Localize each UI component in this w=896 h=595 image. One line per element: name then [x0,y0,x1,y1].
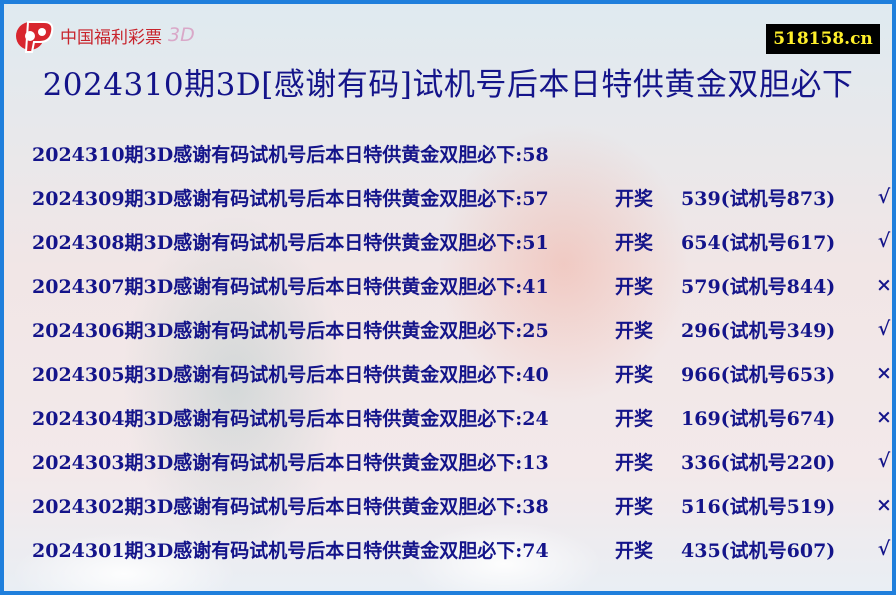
draw-label: 开奖 [615,319,654,342]
list-item: 2024302期3D感谢有码试机号后本日特供黄金双胆必下:38 开奖 516(试机号… [32,483,896,527]
lottery-logo: 中国福利彩票 3D [14,16,195,54]
draw-result: 539(试机号873) [681,187,836,210]
prediction-text: 2024308期3D感谢有码试机号后本日特供黄金双胆必下:51 [32,231,549,254]
check-icon: √ [877,318,891,340]
welfare-lottery-logo-icon [16,21,54,53]
check-icon: √ [877,186,891,208]
draw-label: 开奖 [615,231,654,254]
cross-icon: × [876,494,892,516]
check-icon: √ [877,450,891,472]
draw-label: 开奖 [615,275,654,298]
draw-result: 336(试机号220) [681,451,836,474]
list-item: 2024306期3D感谢有码试机号后本日特供黄金双胆必下:25 开奖 296(试机号… [32,307,896,351]
list-item: 2024304期3D感谢有码试机号后本日特供黄金双胆必下:24 开奖 169(试机号… [32,395,896,439]
list-item: 2024303期3D感谢有码试机号后本日特供黄金双胆必下:13 开奖 336(试机号… [32,439,896,483]
draw-result: 169(试机号674) [681,407,836,430]
prediction-text: 2024302期3D感谢有码试机号后本日特供黄金双胆必下:38 [32,495,549,518]
cross-icon: × [876,406,892,428]
prediction-text: 2024305期3D感谢有码试机号后本日特供黄金双胆必下:40 [32,363,549,386]
draw-label: 开奖 [615,363,654,386]
check-icon: √ [877,538,891,560]
draw-result: 579(试机号844) [681,275,836,298]
prediction-text: 2024309期3D感谢有码试机号后本日特供黄金双胆必下:57 [32,187,549,210]
current-row: 2024310期3D感谢有码试机号后本日特供黄金双胆必下:58 [32,131,896,175]
list-item: 2024309期3D感谢有码试机号后本日特供黄金双胆必下:57 开奖 539(试机号… [32,175,896,219]
list-item: 2024307期3D感谢有码试机号后本日特供黄金双胆必下:41 开奖 579(试机号… [32,263,896,307]
draw-label: 开奖 [615,495,654,518]
draw-result: 966(试机号653) [681,363,836,386]
draw-result: 654(试机号617) [681,231,836,254]
list-item: 2024301期3D感谢有码试机号后本日特供黄金双胆必下:74 开奖 435(试机号… [32,527,896,571]
check-icon: √ [877,230,891,252]
current-prediction: 2024310期3D感谢有码试机号后本日特供黄金双胆必下:58 [32,143,549,166]
draw-result: 296(试机号349) [681,319,836,342]
list-item: 2024308期3D感谢有码试机号后本日特供黄金双胆必下:51 开奖 654(试机号… [32,219,896,263]
draw-label: 开奖 [615,539,654,562]
prediction-text: 2024307期3D感谢有码试机号后本日特供黄金双胆必下:41 [32,275,549,298]
draw-label: 开奖 [615,187,654,210]
logo-text: 中国福利彩票 [60,27,162,48]
draw-result: 435(试机号607) [681,539,836,562]
prediction-text: 2024301期3D感谢有码试机号后本日特供黄金双胆必下:74 [32,539,549,562]
site-badge: 518158.cn [766,24,880,54]
draw-label: 开奖 [615,407,654,430]
prediction-text: 2024304期3D感谢有码试机号后本日特供黄金双胆必下:24 [32,407,549,430]
logo-3d-text: 3D [168,24,195,46]
draw-result: 516(试机号519) [681,495,836,518]
list-item: 2024305期3D感谢有码试机号后本日特供黄金双胆必下:40 开奖 966(试机号… [32,351,896,395]
cross-icon: × [876,362,892,384]
cross-icon: × [876,274,892,296]
draw-label: 开奖 [615,451,654,474]
results-list: 2024310期3D感谢有码试机号后本日特供黄金双胆必下:58 2024309期… [32,131,896,571]
prediction-text: 2024303期3D感谢有码试机号后本日特供黄金双胆必下:13 [32,451,549,474]
prediction-text: 2024306期3D感谢有码试机号后本日特供黄金双胆必下:25 [32,319,549,342]
page-title: 2024310期3D[感谢有码]试机号后本日特供黄金双胆必下 [42,67,854,103]
